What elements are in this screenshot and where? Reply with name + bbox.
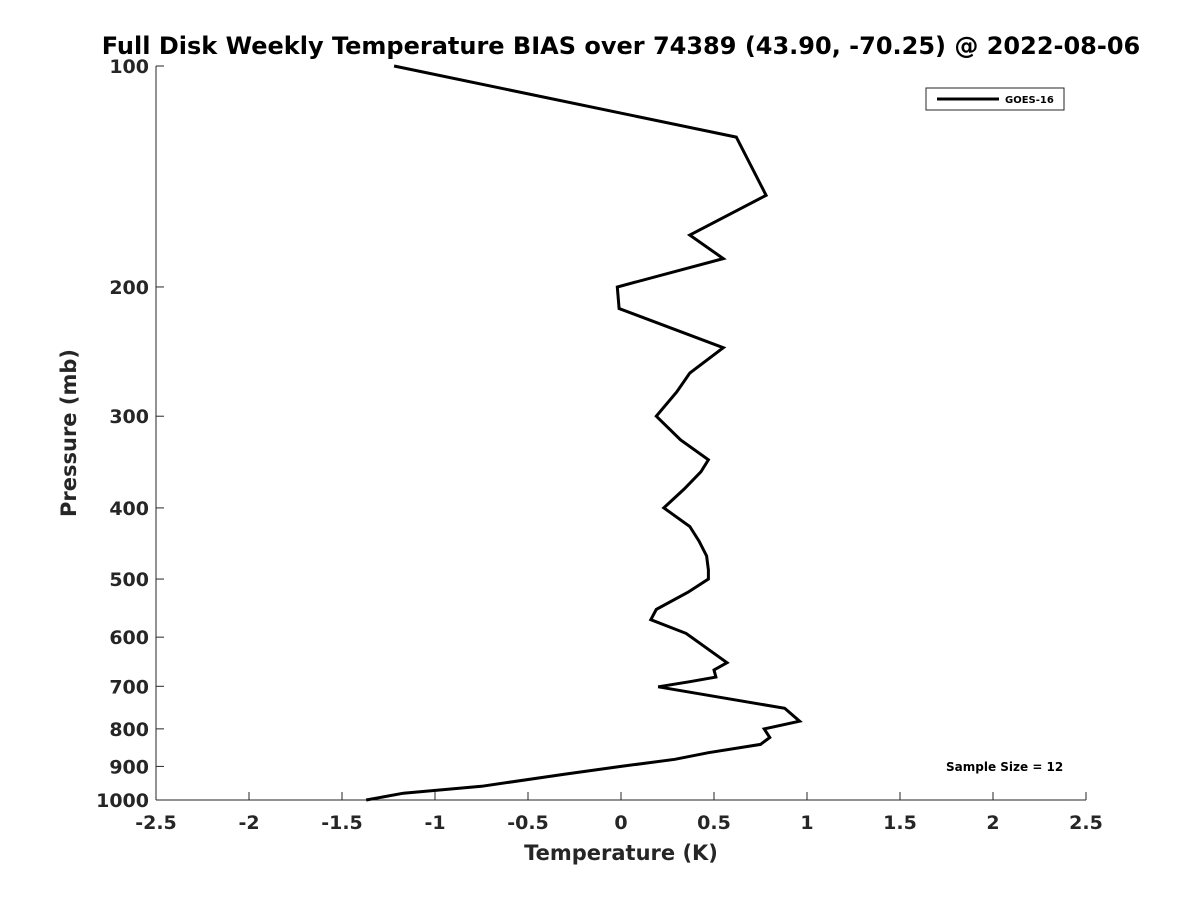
x-tick-label: -2.5 [135, 812, 177, 834]
chart-title: Full Disk Weekly Temperature BIAS over 7… [102, 32, 1141, 60]
x-axis-label: Temperature (K) [524, 841, 718, 865]
series-layer [365, 64, 803, 802]
x-tick-label: 2.5 [1069, 812, 1103, 834]
x-tick-label: 1.5 [883, 812, 917, 834]
x-tick-label: -1.5 [321, 812, 363, 834]
y-tick-label: 300 [109, 406, 149, 428]
x-tick-label: -0.5 [507, 812, 549, 834]
y-tick-label: 700 [109, 676, 149, 698]
legend: GOES-16 [925, 87, 1065, 111]
y-tick-label: 800 [109, 719, 149, 741]
x-tick-label: -1 [424, 812, 445, 834]
legend-label-goes-16: GOES-16 [1005, 95, 1054, 106]
x-tick-label: 2 [986, 812, 999, 834]
y-ticks: 100 200 300 400 500 600 700 800 900 1000 [96, 56, 164, 812]
x-tick-label: 1 [800, 812, 813, 834]
y-tick-label: 500 [109, 569, 149, 591]
x-tick-label: 0.5 [697, 812, 731, 834]
y-tick-label: 200 [109, 277, 149, 299]
y-axis-label: Pressure (mb) [57, 349, 81, 517]
x-tick-label: 0 [614, 812, 627, 834]
sample-size-annotation: Sample Size = 12 [946, 760, 1063, 774]
y-tick-label: 100 [109, 56, 149, 78]
y-tick-label: 1000 [96, 790, 149, 812]
series-line-goes-16 [365, 64, 803, 802]
x-tick-label: -2 [238, 812, 259, 834]
y-tick-label: 900 [109, 756, 149, 778]
x-ticks: -2.5 -2 -1.5 -1 -0.5 0 0.5 1 1.5 2 2.5 [135, 792, 1103, 834]
y-tick-label: 600 [109, 627, 149, 649]
y-tick-label: 400 [109, 498, 149, 520]
